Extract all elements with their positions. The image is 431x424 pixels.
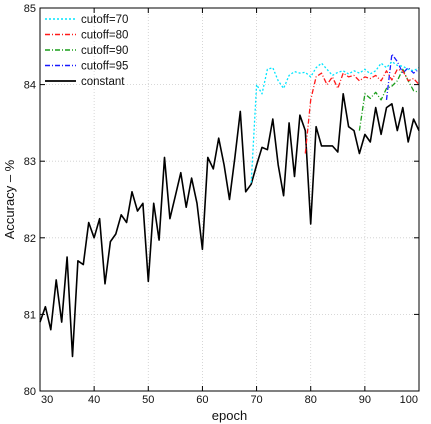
x-tick-label: 70 bbox=[250, 394, 262, 406]
x-tick-label: 40 bbox=[88, 394, 100, 406]
legend-label: constant bbox=[81, 76, 125, 88]
y-axis-label: Accuracy – % bbox=[2, 159, 17, 239]
plot-frame bbox=[39, 7, 420, 392]
legend-label: cutoff=80 bbox=[81, 30, 128, 42]
series-line-cutoff-95 bbox=[385, 53, 420, 100]
x-tick-label: 80 bbox=[305, 394, 317, 406]
y-tick-label: 84 bbox=[24, 80, 36, 92]
x-tick-label: 30 bbox=[41, 394, 53, 406]
x-axis-label: epoch bbox=[212, 408, 247, 423]
legend-label: cutoff=95 bbox=[81, 61, 128, 73]
series-line-cutoff-70 bbox=[250, 60, 420, 183]
grid bbox=[40, 8, 419, 391]
series-line-cutoff-80 bbox=[304, 68, 420, 154]
y-tick-label: 81 bbox=[24, 309, 36, 321]
x-tick-label: 60 bbox=[196, 394, 208, 406]
x-tick-label: 100 bbox=[400, 394, 418, 406]
y-tick-label: 80 bbox=[24, 386, 36, 398]
x-tick-label: 90 bbox=[359, 394, 371, 406]
series-lines bbox=[39, 53, 420, 358]
legend-label: cutoff=70 bbox=[81, 14, 128, 26]
series-line-cutoff-90 bbox=[358, 68, 420, 131]
legend-label: cutoff=90 bbox=[81, 45, 128, 57]
legend: cutoff=70 cutoff=80 cutoff=90 cutoff=95 cons… bbox=[45, 14, 128, 88]
y-tick-label: 85 bbox=[24, 3, 36, 15]
y-tick-label: 82 bbox=[24, 233, 36, 245]
x-ticks: 30 40 50 60 70 80 90 100 bbox=[39, 8, 420, 406]
y-tick-label: 83 bbox=[24, 156, 36, 168]
x-tick-label: 50 bbox=[142, 394, 154, 406]
series-line-constant bbox=[39, 93, 420, 358]
